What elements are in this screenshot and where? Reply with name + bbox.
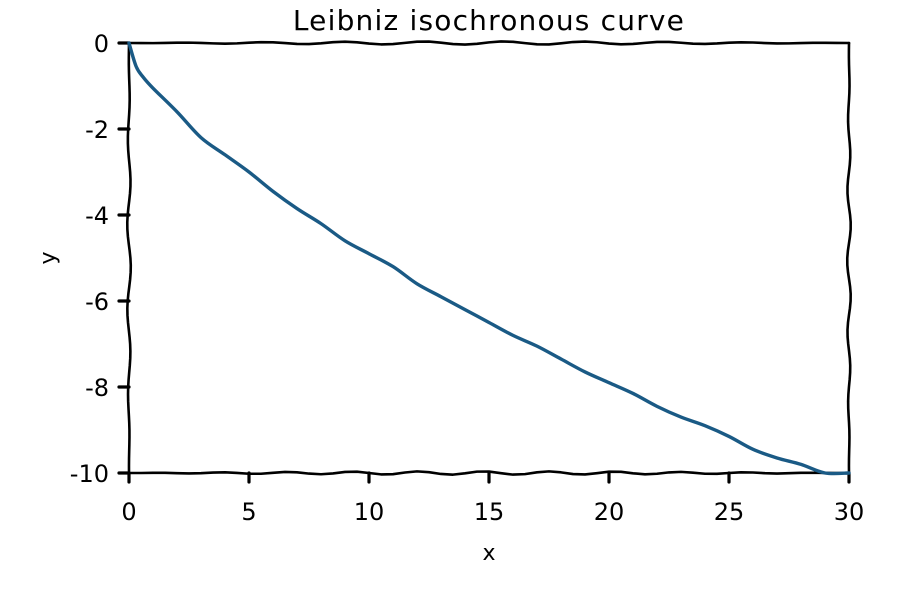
x-tick-label: 0 bbox=[121, 498, 136, 526]
y-tick-label: -2 bbox=[85, 116, 109, 144]
series-layer bbox=[127, 41, 851, 476]
y-tick-label: -4 bbox=[85, 202, 109, 230]
frame-right bbox=[845, 41, 852, 475]
y-tick-label: -10 bbox=[70, 460, 109, 488]
x-tick-label: 20 bbox=[594, 498, 625, 526]
chart-title: Leibniz isochronous curve bbox=[293, 4, 685, 37]
x-axis-label: x bbox=[482, 541, 495, 566]
plot-frame bbox=[125, 40, 852, 476]
frame-left bbox=[125, 41, 133, 475]
y-tick-label: -6 bbox=[85, 288, 109, 316]
y-axis-label: y bbox=[36, 251, 61, 264]
x-tick-label: 25 bbox=[714, 498, 745, 526]
y-tick-label: -8 bbox=[85, 374, 109, 402]
y-axis-ticks: 0 -2 -4 -6 -8 -10 bbox=[70, 30, 131, 488]
x-tick-label: 5 bbox=[241, 498, 256, 526]
series-line-curve bbox=[127, 41, 851, 476]
y-tick-label: 0 bbox=[94, 30, 109, 58]
x-tick-label: 10 bbox=[354, 498, 385, 526]
x-tick-label: 30 bbox=[834, 498, 865, 526]
x-axis-ticks: 0 5 10 15 20 25 30 bbox=[121, 471, 865, 526]
frame-top bbox=[127, 40, 851, 46]
x-tick-label: 15 bbox=[474, 498, 505, 526]
